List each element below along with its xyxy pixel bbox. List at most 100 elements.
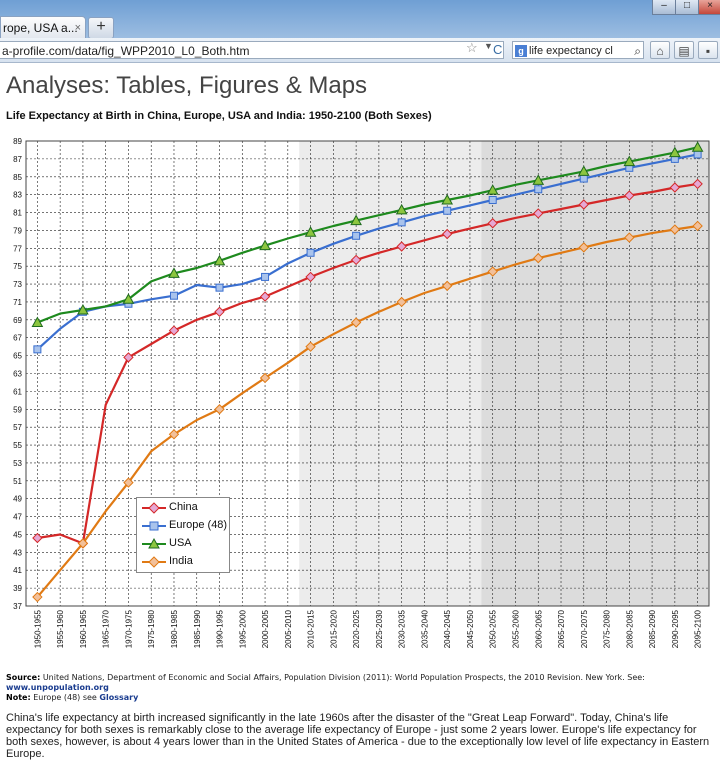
data-point-india: [533, 252, 544, 264]
address-bar[interactable]: a-profile.com/data/fig_WPP2010_L0_Both.h…: [0, 41, 504, 59]
y-tick-label: 49: [13, 495, 22, 504]
y-tick-label: 37: [13, 602, 22, 611]
y-tick-label: 53: [13, 459, 22, 468]
data-point-china: [350, 254, 362, 266]
x-tick-label: 2010-2015: [307, 609, 316, 648]
description-paragraph: China's life expectancy at birth increas…: [6, 712, 710, 760]
star-icon[interactable]: ☆: [466, 40, 478, 55]
url-text: a-profile.com/data/fig_WPP2010_L0_Both.h…: [2, 44, 250, 58]
data-point-usa: [259, 239, 271, 251]
legend-label-usa: USA: [169, 537, 192, 549]
y-tick-label: 59: [13, 405, 22, 414]
data-point-europe-48: [306, 248, 315, 257]
data-point-usa: [577, 165, 590, 176]
x-tick-label: 2035-2040: [420, 609, 429, 648]
data-point-india: [441, 280, 453, 292]
data-point-india: [578, 242, 589, 253]
data-point-usa: [395, 203, 408, 215]
line-chart: 37 39 41 43 45 47 49 51 53 55 57 59 61 63 65 67 69 71 73 75…: [13, 137, 710, 648]
x-tick-label: 2085-2090: [648, 609, 657, 648]
y-tick-label: 61: [13, 387, 22, 396]
data-point-china: [624, 190, 635, 201]
close-window-icon[interactable]: ×: [698, 0, 720, 15]
browser-tab[interactable]: rope, USA a... ×: [0, 16, 86, 38]
navigation-bar: a-profile.com/data/fig_WPP2010_L0_Both.h…: [0, 38, 720, 63]
data-point-china: [123, 352, 134, 363]
source-link[interactable]: www.unpopulation.org: [6, 683, 109, 692]
x-tick-label: 2095-2100: [694, 609, 703, 648]
x-tick-label: 2040-2045: [443, 609, 452, 648]
data-point-europe-48: [33, 345, 42, 354]
x-tick-label: 2000-2005: [261, 609, 270, 648]
data-point-usa: [168, 267, 180, 278]
data-point-india: [214, 404, 225, 415]
y-tick-label: 89: [13, 137, 22, 146]
y-tick-label: 73: [13, 280, 22, 289]
legend-swatch-china: [142, 502, 166, 514]
chevron-down-icon[interactable]: ▼: [484, 41, 493, 51]
new-tab-button[interactable]: +: [88, 17, 114, 39]
y-tick-label: 65: [13, 352, 22, 361]
source-text: United Nations, Department of Economic a…: [42, 673, 645, 682]
legend-item-india: India: [141, 554, 229, 570]
data-point-usa: [122, 293, 135, 304]
y-tick-label: 51: [13, 477, 22, 486]
x-tick-label: 2015-2020: [329, 609, 338, 648]
data-point-china: [669, 182, 681, 193]
y-tick-label: 75: [13, 262, 22, 271]
minimize-icon[interactable]: –: [652, 0, 676, 15]
y-tick-label: 43: [13, 548, 22, 557]
legend-label-india: India: [169, 555, 193, 567]
y-tick-label: 47: [13, 513, 22, 522]
data-point-usa: [486, 184, 499, 195]
maximize-icon[interactable]: □: [675, 0, 699, 15]
legend-swatch-india: [142, 556, 166, 568]
source-note: Source: United Nations, Department of Ec…: [6, 673, 716, 703]
extension-icon[interactable]: ▪: [698, 41, 718, 59]
x-tick-label: 2030-2035: [398, 609, 407, 648]
data-point-europe-48: [693, 150, 702, 159]
data-point-china: [214, 306, 225, 318]
data-point-india: [305, 341, 316, 352]
x-tick-label: 2080-2085: [625, 609, 634, 648]
data-point-europe-48: [169, 291, 178, 300]
data-point-europe-48: [397, 218, 406, 227]
bookmark-icon[interactable]: ▤: [674, 41, 694, 59]
data-point-usa: [350, 214, 362, 226]
y-tick-label: 67: [13, 334, 22, 343]
legend-swatch-usa: [142, 538, 166, 549]
data-point-europe-48: [215, 283, 224, 292]
search-input[interactable]: g life expectancy cl ⌕: [512, 41, 644, 59]
y-tick-label: 71: [13, 298, 22, 307]
y-tick-label: 55: [13, 441, 22, 450]
x-tick-label: 1985-1990: [193, 609, 202, 648]
data-point-europe-48: [352, 231, 361, 240]
y-tick-label: 83: [13, 191, 22, 200]
data-point-india: [692, 220, 703, 232]
y-tick-label: 63: [13, 370, 22, 379]
close-icon[interactable]: ×: [74, 22, 81, 34]
google-icon: g: [515, 45, 527, 58]
reload-icon[interactable]: C: [493, 42, 503, 57]
data-point-usa: [31, 316, 44, 328]
data-point-china: [441, 228, 453, 240]
data-point-india: [350, 317, 362, 328]
y-tick-label: 79: [13, 226, 22, 235]
x-tick-label: 1950-1955: [33, 609, 42, 648]
legend-label-china: China: [169, 501, 198, 513]
y-tick-label: 81: [13, 209, 22, 218]
legend-item-china: China: [141, 500, 229, 516]
note-label: Note:: [6, 693, 31, 702]
data-point-usa: [77, 303, 89, 315]
data-point-europe-48: [261, 272, 270, 281]
x-tick-label: 2020-2025: [352, 609, 361, 648]
home-icon[interactable]: ⌂: [650, 41, 670, 59]
glossary-link[interactable]: Glossary: [99, 693, 139, 702]
data-point-europe-48: [579, 174, 588, 183]
y-tick-label: 77: [13, 244, 22, 253]
data-point-india: [123, 477, 134, 488]
x-tick-label: 1975-1980: [147, 609, 156, 648]
note-text: Europe (48) see: [33, 693, 97, 702]
y-tick-label: 87: [13, 155, 22, 164]
search-icon[interactable]: ⌕: [634, 44, 641, 58]
